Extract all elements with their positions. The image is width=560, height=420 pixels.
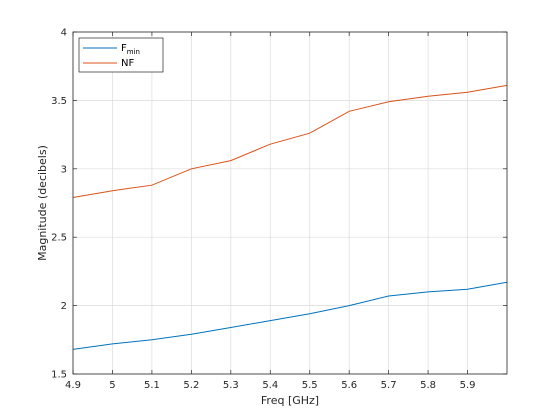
- series-layer: [72, 84, 508, 350]
- x-tick-label: 5: [109, 380, 115, 391]
- legend-label-nf: NF: [121, 58, 134, 69]
- y-tick-label: 3: [61, 164, 67, 175]
- x-tick-label: 5.4: [262, 380, 278, 391]
- legend-label-fmin: Fmin: [121, 43, 140, 56]
- x-tick-label: 5.7: [381, 380, 397, 391]
- y-axis-title: Magnitude (decibels): [36, 145, 49, 261]
- y-tick-label: 4: [61, 28, 67, 39]
- x-tick-label: 4.9: [65, 380, 81, 391]
- legend: Fmin NF: [78, 37, 164, 73]
- legend-box: [78, 37, 164, 73]
- y-tick-label: 1.5: [51, 370, 67, 381]
- x-axis-title: Freq [GHz]: [261, 394, 319, 407]
- x-tick-label: 5.2: [183, 380, 199, 391]
- x-tick-label: 5.9: [460, 380, 476, 391]
- y-tick-label: 3.5: [51, 96, 67, 107]
- ticks: 4.9 5 5.1 5.2 5.3 5.4 5.5 5.6 5.7 5.8 5.9 1.5 2 2.5 3 3…: [51, 28, 507, 391]
- legend-label-fmin-main: F: [121, 43, 127, 54]
- x-tick-label: 5.3: [223, 380, 239, 391]
- x-tick-label: 5.8: [420, 380, 436, 391]
- plot-background: [73, 32, 507, 374]
- y-tick-label: 2.5: [51, 233, 67, 244]
- x-tick-label: 5.5: [302, 380, 318, 391]
- x-tick-label: 5.1: [144, 380, 160, 391]
- plot-frame: [72, 31, 508, 375]
- x-tick-label: 5.6: [341, 380, 357, 391]
- series-line-f: [72, 281, 508, 350]
- legend-label-fmin-sub: min: [127, 48, 140, 56]
- series-line-nf: [72, 84, 508, 198]
- y-tick-label: 2: [61, 301, 67, 312]
